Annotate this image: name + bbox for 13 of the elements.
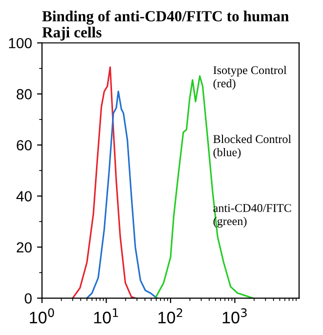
x-tick-label: 10$^{3}$ — [222, 308, 247, 324]
x-tick-label: 10$^{1}$ — [94, 308, 118, 324]
annotation: Isotype Control (red) — [213, 66, 287, 90]
annotation: Blocked Control (blue) — [213, 134, 292, 159]
x-tick-label: 10$^{2}$ — [158, 308, 182, 324]
y-tick-label: 80 — [16, 89, 32, 100]
y-tick-label: 40 — [16, 191, 32, 202]
y-tick-label: 20 — [16, 242, 32, 253]
x-tick-label: 10$^{0}$ — [30, 308, 54, 324]
y-tick-label: 100 — [9, 38, 32, 48]
chart-title: Binding of anti-CD40/FITC to human Raji cells — [42, 10, 289, 41]
y-tick-label: 60 — [16, 140, 32, 150]
y-tick-label: 0 — [24, 293, 32, 304]
